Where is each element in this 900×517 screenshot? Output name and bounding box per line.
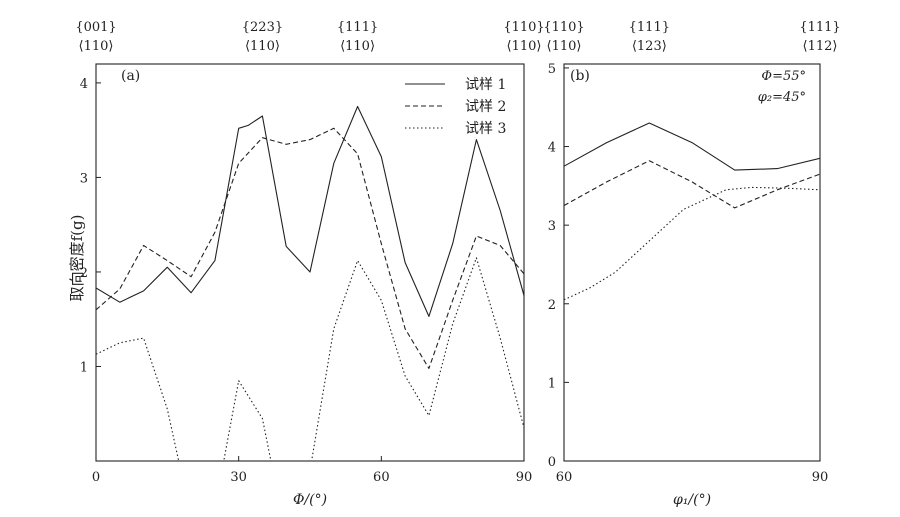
panel-label-1: (b) (570, 68, 590, 84)
top-label-1-1-direction: ⟨123⟩ (632, 39, 667, 54)
annotation-0: Φ=55° (761, 69, 806, 84)
y-tick-label-0-1: 2 (80, 266, 88, 281)
top-label-0-1-direction: ⟨110⟩ (245, 39, 280, 54)
y-tick-label-1-0: 0 (548, 455, 556, 470)
top-label-0-2-direction: ⟨110⟩ (340, 39, 375, 54)
series-line-0-2 (96, 257, 524, 461)
legend-label-1: 试样 2 (465, 99, 506, 115)
top-label-0-1-plane: {223} (242, 20, 283, 35)
y-axis-label: 取向密度f(g) (68, 215, 86, 302)
panel-label-0: (a) (121, 68, 140, 84)
x-axis-label-1: φ₁/(°) (673, 492, 711, 508)
top-label-1-2-direction: ⟨112⟩ (803, 39, 838, 54)
y-tick-label-1-1: 1 (548, 376, 556, 391)
y-tick-label-1-5: 5 (548, 62, 556, 77)
top-label-0-3-plane: {110} (503, 20, 544, 35)
legend-label-0: 试样 1 (465, 77, 506, 93)
top-label-0-2-plane: {111} (337, 20, 378, 35)
legend-label-2: 试样 3 (465, 121, 506, 137)
x-tick-label-0-1: 30 (230, 470, 247, 485)
y-tick-label-0-0: 1 (80, 360, 88, 375)
x-tick-label-0-3: 90 (516, 470, 533, 485)
series-line-0-0 (96, 105, 524, 317)
x-tick-label-1-0: 60 (556, 470, 573, 485)
series-line-1-1 (564, 160, 820, 209)
series-line-1-0 (564, 122, 820, 171)
plot-frame-1 (563, 63, 821, 462)
top-label-1-2-plane: {111} (799, 20, 840, 35)
y-tick-label-0-3: 4 (80, 77, 88, 92)
plot-frame-0 (95, 63, 525, 462)
top-label-0-0-plane: {001} (75, 20, 116, 35)
x-tick-label-0-0: 0 (92, 470, 100, 485)
series-line-1-2 (564, 186, 820, 301)
x-tick-label-1-1: 90 (812, 470, 829, 485)
series-group-1 (564, 122, 820, 301)
y-tick-label-0-2: 3 (80, 171, 88, 186)
annotation-1: φ₂=45° (758, 90, 806, 105)
top-label-1-0-direction: ⟨110⟩ (547, 39, 582, 54)
x-tick-label-0-2: 60 (373, 470, 390, 485)
series-group-0 (96, 105, 524, 461)
top-label-1-0-plane: {110} (543, 20, 584, 35)
x-axis-label-0: Φ/(°) (293, 492, 327, 508)
top-label-0-0-direction: ⟨110⟩ (79, 39, 114, 54)
series-line-0-1 (96, 127, 524, 369)
y-tick-label-1-3: 3 (548, 219, 556, 234)
panel-a: 0 30 60 90 1 2 3 4 {001} ⟨110⟩ {223} ⟨110⟩ {111} ⟨110… (75, 20, 544, 508)
panel-b: 60 90 0 1 2 3 4 5 {110} ⟨110⟩ {111} ⟨123⟩ {111} ⟨112⟩… (543, 20, 840, 508)
y-tick-label-1-4: 4 (548, 141, 556, 156)
y-tick-label-1-2: 2 (548, 298, 556, 313)
top-label-1-1-plane: {111} (629, 20, 670, 35)
top-label-0-3-direction: ⟨110⟩ (507, 39, 542, 54)
